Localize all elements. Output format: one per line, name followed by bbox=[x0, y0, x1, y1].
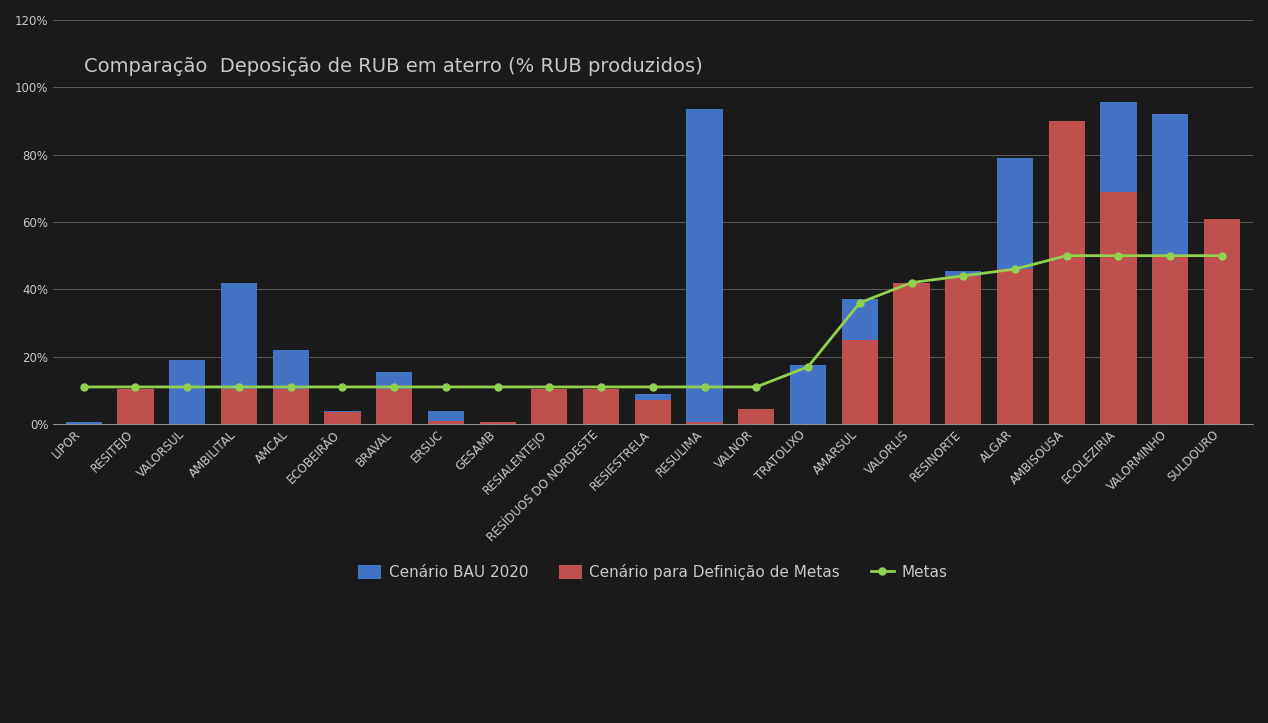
Metas bbox=[1163, 252, 1178, 260]
Metas bbox=[1007, 265, 1022, 273]
Metas bbox=[489, 382, 505, 391]
Metas bbox=[956, 272, 971, 281]
Bar bbox=[945, 271, 981, 424]
Metas bbox=[541, 382, 557, 391]
Bar bbox=[273, 350, 309, 424]
Bar bbox=[635, 394, 671, 424]
Metas bbox=[180, 382, 195, 391]
Bar bbox=[686, 109, 723, 424]
Legend: Cenário BAU 2020, Cenário para Definição de Metas, Metas: Cenário BAU 2020, Cenário para Definição… bbox=[353, 557, 954, 586]
Metas bbox=[76, 382, 91, 391]
Metas bbox=[387, 382, 402, 391]
Line: Metas: Metas bbox=[80, 252, 1225, 390]
Metas bbox=[1111, 252, 1126, 260]
Bar bbox=[842, 340, 877, 424]
Bar bbox=[945, 276, 981, 424]
Bar bbox=[738, 408, 775, 424]
Metas bbox=[645, 382, 661, 391]
Metas bbox=[1215, 252, 1230, 260]
Metas bbox=[283, 382, 298, 391]
Bar bbox=[894, 283, 929, 424]
Bar bbox=[1153, 256, 1188, 424]
Bar bbox=[427, 421, 464, 424]
Bar bbox=[1153, 114, 1188, 424]
Metas bbox=[748, 382, 763, 391]
Metas bbox=[439, 382, 454, 391]
Metas bbox=[697, 382, 713, 391]
Metas bbox=[593, 382, 609, 391]
Bar bbox=[273, 389, 309, 424]
Metas bbox=[904, 278, 919, 287]
Bar bbox=[427, 411, 464, 424]
Bar bbox=[790, 365, 827, 424]
Bar bbox=[686, 422, 723, 424]
Metas bbox=[1059, 252, 1074, 260]
Bar bbox=[169, 360, 205, 424]
Bar bbox=[842, 299, 877, 424]
Text: Comparação  Deposição de RUB em aterro (% RUB produzidos): Comparação Deposição de RUB em aterro (%… bbox=[84, 57, 702, 76]
Bar bbox=[583, 389, 619, 424]
Bar bbox=[377, 372, 412, 424]
Bar bbox=[531, 389, 568, 424]
Bar bbox=[1203, 218, 1240, 424]
Bar bbox=[377, 389, 412, 424]
Bar bbox=[221, 283, 257, 424]
Bar bbox=[997, 269, 1033, 424]
Metas bbox=[335, 382, 350, 391]
Bar bbox=[325, 411, 360, 424]
Bar bbox=[118, 389, 153, 424]
Bar bbox=[1101, 192, 1136, 424]
Bar bbox=[221, 389, 257, 424]
Bar bbox=[325, 412, 360, 424]
Bar bbox=[118, 389, 153, 424]
Bar bbox=[66, 422, 101, 424]
Bar bbox=[479, 422, 516, 424]
Metas bbox=[800, 362, 815, 371]
Bar bbox=[635, 401, 671, 424]
Metas bbox=[852, 299, 867, 307]
Metas bbox=[231, 382, 246, 391]
Bar bbox=[1049, 121, 1085, 424]
Bar bbox=[1101, 103, 1136, 424]
Bar bbox=[997, 158, 1033, 424]
Metas bbox=[128, 382, 143, 391]
